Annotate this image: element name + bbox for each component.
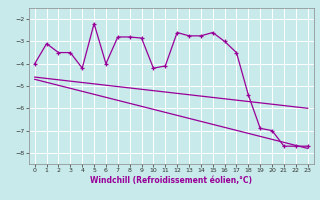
X-axis label: Windchill (Refroidissement éolien,°C): Windchill (Refroidissement éolien,°C) bbox=[90, 176, 252, 185]
